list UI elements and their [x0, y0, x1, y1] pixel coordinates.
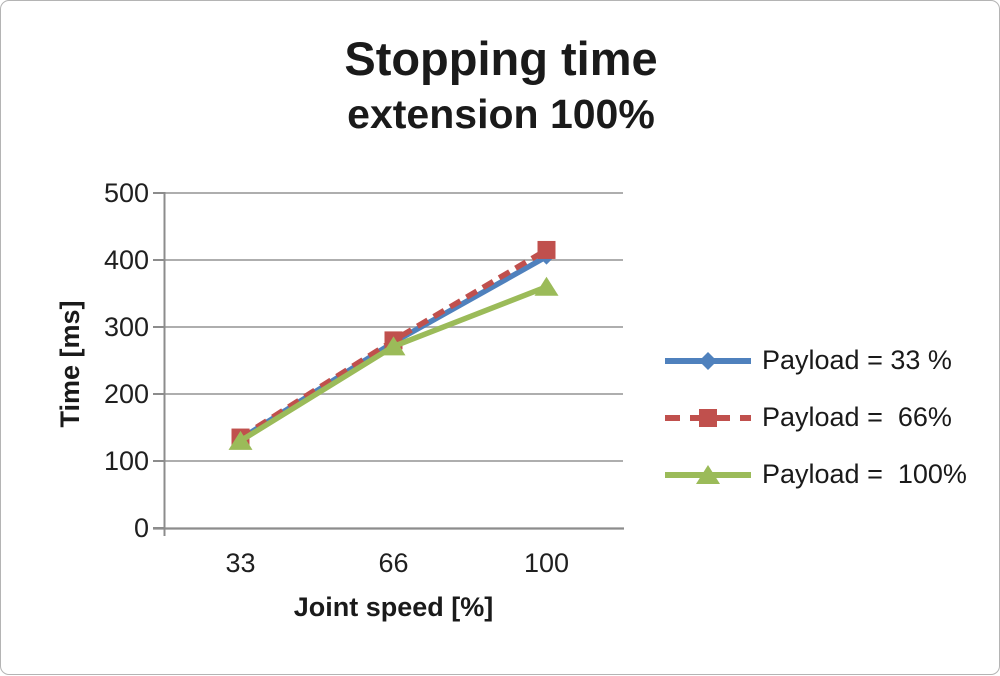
chart-title-line1: Stopping time	[344, 32, 658, 85]
legend-blue-diamond-line-icon	[665, 351, 751, 370]
legend-label: Payload = 33 %	[762, 345, 952, 375]
x-axis-title: Joint speed [%]	[293, 592, 494, 622]
y-tick-label: 100	[103, 446, 149, 476]
chart-title-line2: extension 100%	[347, 91, 655, 137]
y-tick-label: 400	[103, 245, 149, 275]
legend-label: Payload = 66%	[762, 402, 952, 432]
x-tick-label: 33	[225, 548, 256, 578]
y-tick-label: 300	[103, 312, 149, 342]
y-tick-label: 0	[133, 513, 149, 543]
y-axis-title: Time [ms]	[55, 300, 85, 428]
legend-item: Payload = 33 %	[662, 337, 967, 384]
legend-red-square-dashed-line-icon	[665, 408, 751, 427]
legend-green-triangle-line-icon	[665, 464, 751, 484]
y-tick-label: 200	[103, 379, 149, 409]
x-tick-label: 66	[378, 548, 409, 578]
y-tick-label: 500	[103, 178, 149, 208]
x-tick-label: 100	[523, 548, 570, 578]
chart-title: Stopping time extension 100%	[1, 29, 1000, 139]
legend-item: Payload = 100%	[662, 451, 967, 498]
legend-item: Payload = 66%	[662, 394, 967, 441]
legend-label: Payload = 100%	[762, 459, 967, 489]
legend: Payload = 33 % Payload = 66% Payload = 1…	[662, 337, 967, 498]
